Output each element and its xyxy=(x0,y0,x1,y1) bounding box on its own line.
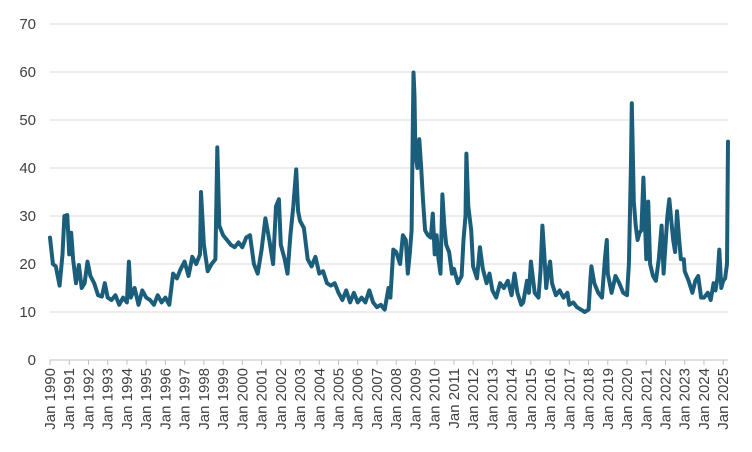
x-axis: Jan 1990 Jan 1991 Jan 1992 Jan 1993 Jan 1994… xyxy=(42,360,732,430)
x-tick-label: Jan 2009 xyxy=(407,368,424,430)
x-tick-label: Jan 2019 xyxy=(600,368,617,430)
x-tick-label: Jan 2006 xyxy=(350,368,367,430)
x-tick-label: Jan 2007 xyxy=(369,368,386,430)
y-tick-label: 60 xyxy=(19,64,36,81)
x-tick-label: Jan 1997 xyxy=(177,368,194,430)
y-tick-label: 40 xyxy=(19,160,36,177)
x-tick-label: Jan 2015 xyxy=(523,368,540,430)
x-tick-label: Jan 2017 xyxy=(561,368,578,430)
x-tick-label: Jan 1992 xyxy=(80,368,97,430)
x-tick-label: Jan 2008 xyxy=(388,368,405,430)
y-tick-label: 70 xyxy=(19,16,36,33)
x-tick-label: Jan 1993 xyxy=(100,368,117,430)
x-tick-label: Jan 2012 xyxy=(465,368,482,430)
y-tick-label: 0 xyxy=(28,352,36,369)
x-tick-label: Jan 1995 xyxy=(138,368,155,430)
x-tick-label: Jan 2023 xyxy=(677,368,694,430)
x-tick-label: Jan 2003 xyxy=(292,368,309,430)
x-tick-label: Jan 2018 xyxy=(581,368,598,430)
x-tick-label: Jan 1996 xyxy=(157,368,174,430)
x-tick-label: Jan 1994 xyxy=(119,368,136,430)
x-tick-label: Jan 1991 xyxy=(61,368,78,430)
y-tick-label: 50 xyxy=(19,112,36,129)
gridlines xyxy=(50,23,728,361)
x-tick-label: Jan 1990 xyxy=(42,368,59,430)
x-tick-label: Jan 2004 xyxy=(311,368,328,430)
x-tick-label: Jan 2001 xyxy=(254,368,271,430)
series-layer xyxy=(48,70,730,314)
x-tick-label: Jan 1999 xyxy=(215,368,232,430)
y-axis: 0 10 20 30 40 50 60 70 xyxy=(19,16,36,369)
x-tick-label: Jan 2002 xyxy=(273,368,290,430)
x-tick-label: Jan 2013 xyxy=(484,368,501,430)
x-tick-label: Jan 1998 xyxy=(196,368,213,430)
y-tick-label: 30 xyxy=(19,208,36,225)
x-tick-label: Jan 2025 xyxy=(715,368,732,430)
x-tick-label: Jan 2021 xyxy=(638,368,655,430)
x-tick-label: Jan 2022 xyxy=(657,368,674,430)
x-tick-label: Jan 2005 xyxy=(331,368,348,430)
x-tick-label: Jan 2016 xyxy=(542,368,559,430)
x-tick-label: Jan 2020 xyxy=(619,368,636,430)
x-tick-label: Jan 2024 xyxy=(696,368,713,430)
x-tick-label: Jan 2011 xyxy=(446,368,463,429)
y-tick-label: 20 xyxy=(19,256,36,273)
x-tick-label: Jan 2010 xyxy=(427,368,444,430)
x-tick-label: Jan 2000 xyxy=(234,368,251,430)
x-tick-label: Jan 2014 xyxy=(504,368,521,430)
y-tick-label: 10 xyxy=(19,304,36,321)
series-line-0 xyxy=(48,70,730,314)
